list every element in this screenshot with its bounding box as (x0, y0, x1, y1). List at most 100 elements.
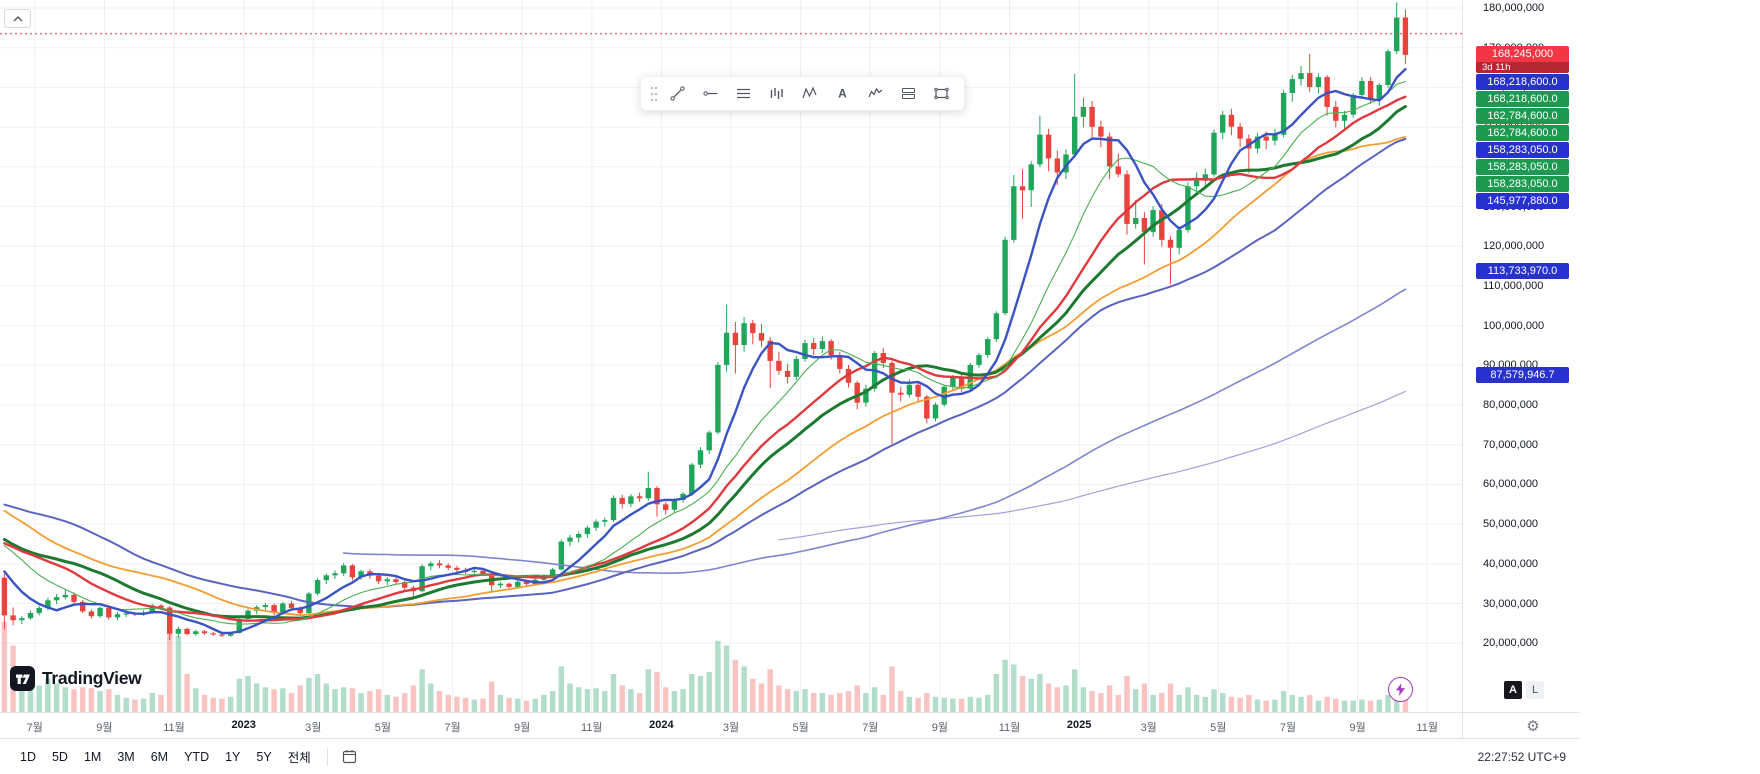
time-axis-label: 9월 (96, 722, 113, 734)
settings-button[interactable]: ⚙ (1521, 714, 1545, 738)
xabcd-pattern-tool-button[interactable] (793, 79, 826, 108)
tradingview-mark-icon (15, 674, 30, 684)
toolbar-drag-handle[interactable] (647, 79, 661, 109)
indicator-price-tag: 87,579,946.7 (1476, 366, 1569, 383)
long-position-icon (902, 88, 915, 99)
rectangle-tool-button[interactable] (925, 79, 958, 108)
range-button-5D[interactable]: 5D (44, 745, 76, 769)
indicator-price-tag: 113,733,970.0 (1476, 263, 1569, 280)
calendar-icon (343, 750, 357, 764)
time-axis[interactable]: 7월 9월 11월 2023 3월 5월 7월 9월 11월 2024 3월 5월 7월 9월 11월 202… (0, 712, 1462, 738)
trend-line-tool-button[interactable] (661, 79, 694, 108)
clock-time: 22:27:52 (1477, 749, 1525, 764)
price-tick-label: 80,000,000 (1483, 399, 1539, 411)
log-scale-button[interactable]: L (1526, 681, 1544, 699)
gear-icon: ⚙ (1526, 717, 1540, 735)
tradingview-logo-mark (10, 666, 35, 691)
time-axis-label: 5월 (792, 722, 809, 734)
time-axis-label: 2025 (1066, 719, 1092, 731)
price-chart[interactable] (0, 0, 1462, 712)
time-axis-label: 7월 (1279, 722, 1297, 734)
bottom-toolbar: 1D 5D 1M 3M 6M YTD 1Y 5Y 전체 22:27:52 UTC+9 (0, 738, 1580, 774)
clock-timezone: UTC+9 (1527, 749, 1566, 764)
time-axis-label: 7월 (862, 722, 879, 734)
time-axis-label: 2024 (649, 719, 674, 731)
indicator-price-tag: 168,218,600.0 (1476, 73, 1569, 90)
text-tool-icon: A (838, 87, 847, 101)
tradingview-logo[interactable]: TradingView (10, 666, 142, 691)
range-button-전체[interactable]: 전체 (280, 742, 319, 771)
elliott-wave-tool-button[interactable] (859, 79, 892, 108)
ma-7w (3, 67, 1407, 635)
ma-lines (2, 67, 1407, 635)
range-button-1Y[interactable]: 1Y (217, 745, 248, 769)
long-position-tool-button[interactable] (892, 79, 925, 108)
parallel-channel-tool-button[interactable] (727, 79, 760, 108)
drawing-toolbar: A (640, 76, 965, 111)
indicator-price-tag: 162,784,600.0 (1476, 124, 1569, 141)
indicator-price-tag: 158,283,050.0 (1476, 175, 1569, 192)
time-axis-label: 11월 (163, 722, 185, 734)
time-axis-label: 5월 (1210, 722, 1227, 734)
gridlines (0, 0, 1462, 712)
time-axis-label: 7월 (444, 722, 461, 734)
price-tick-label: 40,000,000 (1483, 557, 1539, 570)
auto-scale-button[interactable]: A (1504, 681, 1522, 699)
collapse-toolbar-button[interactable] (4, 9, 31, 28)
horizontal-ray-tool-button[interactable] (694, 79, 727, 108)
bars-pattern-icon (770, 88, 783, 99)
clock[interactable]: 22:27:52 UTC+9 (1478, 750, 1568, 764)
ma-25w (2, 105, 1407, 620)
horizontal-ray-icon (703, 91, 718, 96)
price-axis[interactable]: 180,000,000170,000,000160,000,000150,000… (1462, 0, 1580, 712)
last-price-tag: 168,245,000 3d 11h (1476, 45, 1569, 73)
date-range-buttons: 1D 5D 1M 3M 6M YTD 1Y 5Y 전체 (12, 742, 319, 771)
price-tick-label: 30,000,000 (1483, 597, 1539, 610)
go-to-date-button[interactable] (336, 744, 364, 770)
time-axis-label: 7월 (26, 722, 43, 734)
time-axis-label: 2023 (231, 719, 256, 731)
indicator-price-tag: 145,977,880.0 (1476, 192, 1569, 209)
bars-pattern-tool-button[interactable] (760, 79, 793, 108)
market-status-button[interactable] (1388, 677, 1413, 702)
price-tick-label: 50,000,000 (1483, 518, 1539, 531)
tradingview-logo-text: TradingView (42, 668, 142, 688)
bar-countdown: 3d 11h (1476, 61, 1569, 73)
rectangle-icon (934, 87, 949, 100)
price-tick-label: 110,000,000 (1483, 279, 1544, 292)
price-tick-label: 180,000,000 (1483, 2, 1545, 14)
time-axis-label: 3월 (722, 722, 740, 734)
indicator-price-tag: 158,283,050.0 (1476, 158, 1569, 175)
time-axis-label: 9월 (931, 722, 949, 734)
elliott-wave-icon (868, 87, 883, 98)
indicator-price-tag: 162,784,600.0 (1476, 107, 1569, 124)
time-axis-label: 11월 (581, 722, 603, 734)
range-button-5Y[interactable]: 5Y (248, 745, 279, 769)
price-tick-label: 60,000,000 (1483, 478, 1539, 491)
text-tool-button[interactable]: A (826, 79, 859, 108)
price-tick-label: 70,000,000 (1483, 438, 1539, 451)
ma-45w (3, 138, 1407, 608)
range-button-1M[interactable]: 1M (76, 745, 109, 769)
drag-dots-icon (650, 86, 658, 101)
indicator-price-tag: 168,218,600.0 (1476, 90, 1569, 107)
ma-20w (3, 95, 1407, 622)
axis-corner: ⚙ (1462, 712, 1580, 738)
time-axis-label: 9월 (1349, 722, 1366, 734)
price-tick-label: 120,000,000 (1483, 240, 1545, 253)
time-axis-label: 9월 (513, 722, 531, 734)
time-axis-label: 5월 (374, 722, 392, 734)
time-axis-label: 11월 (1416, 722, 1438, 734)
time-axis-label: 3월 (305, 722, 322, 734)
price-tick-label: 100,000,000 (1483, 319, 1545, 332)
chevron-up-icon (13, 15, 22, 21)
range-button-1D[interactable]: 1D (12, 745, 44, 769)
range-button-3M[interactable]: 3M (109, 745, 142, 769)
range-button-6M[interactable]: 6M (143, 745, 176, 769)
range-button-YTD[interactable]: YTD (176, 745, 217, 769)
trend-line-icon (670, 86, 685, 101)
parallel-channel-icon (737, 88, 750, 99)
tradingview-chart: A TradingView 180,000,000170,000,000160,… (0, 0, 1580, 774)
volume-bars (1, 621, 1409, 712)
ma-150w (778, 390, 1406, 541)
